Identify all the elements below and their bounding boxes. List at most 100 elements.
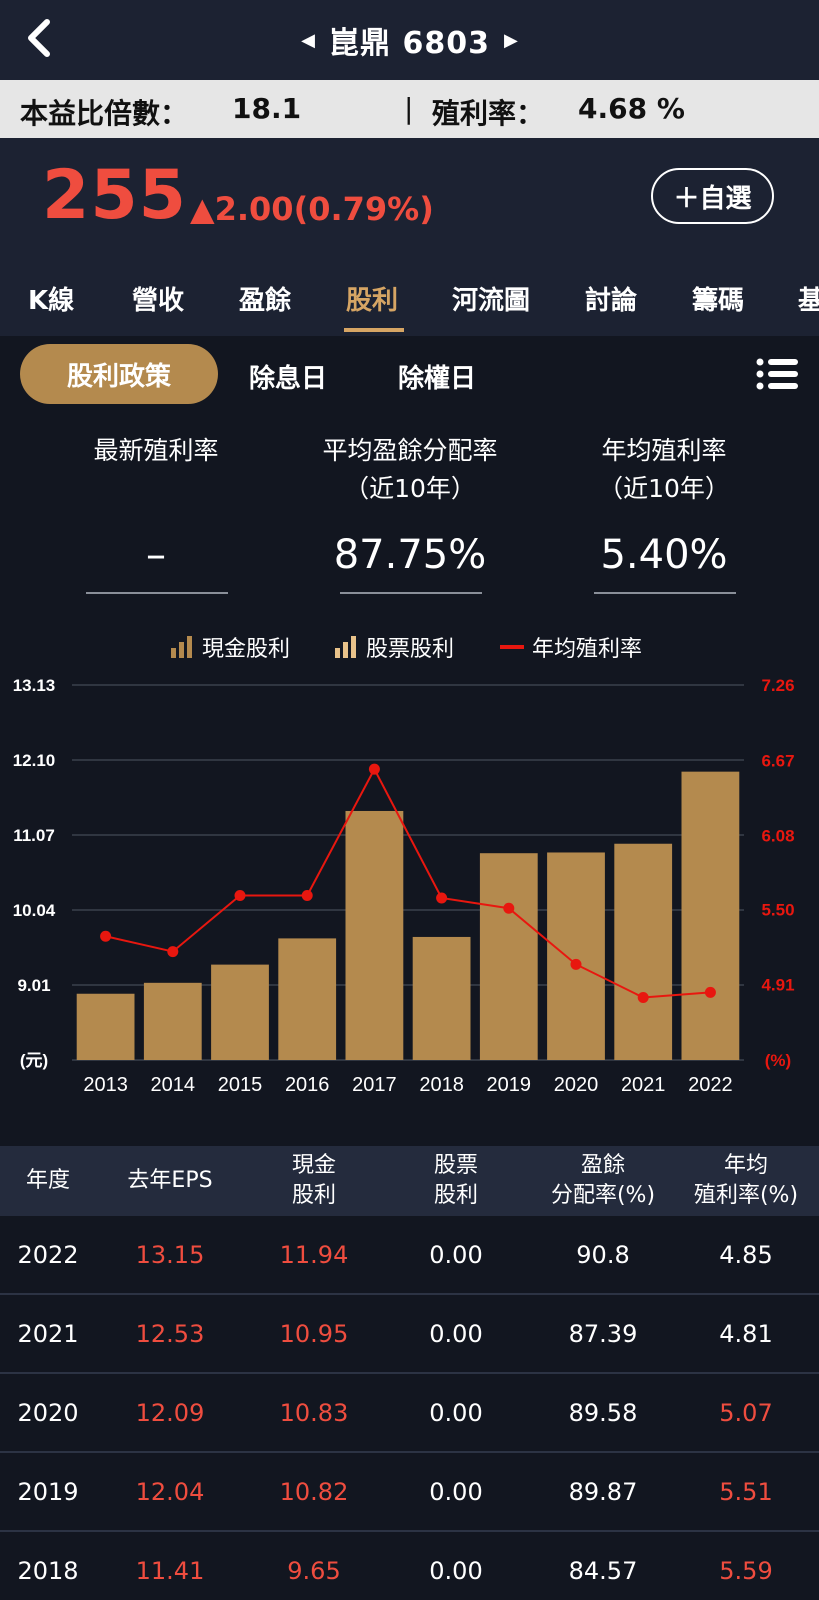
ratio-bar: 本益比倍數： 18.1 | 殖利率： 4.68 % — [0, 80, 819, 138]
cell-eps: 12.09 — [135, 1398, 205, 1427]
table-row[interactable]: 2020 12.09 10.83 0.00 89.58 5.07 — [0, 1374, 819, 1453]
pe-label: 本益比倍數： — [20, 97, 189, 130]
cell-avg-yield: 5.51 — [719, 1477, 773, 1506]
right-tick-label: 6.67 — [761, 751, 794, 770]
left-tick-label: 13.13 — [13, 676, 56, 695]
legend-label: 股票股利 — [366, 637, 455, 662]
x-tick-label: 2022 — [688, 1074, 733, 1096]
legend-cash-dividend: 現金股利 — [170, 631, 290, 663]
cell-payout-ratio: 89.87 — [568, 1477, 638, 1506]
cell-avg-yield: 4.81 — [719, 1319, 773, 1348]
chart-plot: 13.13 7.26 12.10 6.67 11.07 6.08 10.04 5.50 9.01… — [13, 676, 795, 1096]
stock-price: 255 — [42, 156, 187, 235]
cell-stock-dividend: 0.00 — [429, 1556, 483, 1585]
stat-label: 平均盈餘分配率 — [322, 436, 498, 465]
stat-underline — [594, 592, 736, 594]
tab-earnings[interactable]: 盈餘 — [239, 286, 292, 316]
stat-latest-yield: 最新殖利率 – — [36, 432, 276, 594]
x-tick-label: 2019 — [487, 1074, 532, 1096]
back-button[interactable] — [18, 14, 58, 62]
bar-2015 — [211, 964, 269, 1060]
stat-sublabel: （近10年） — [598, 474, 730, 503]
stat-sublabel: （近10年） — [344, 474, 476, 503]
table-row[interactable]: 2018 11.41 9.65 0.00 84.57 5.59 — [0, 1532, 819, 1600]
cell-year: 2020 — [17, 1398, 79, 1427]
list-menu-icon[interactable] — [756, 357, 798, 391]
cell-avg-yield: 5.59 — [719, 1556, 773, 1585]
cell-stock-dividend: 0.00 — [429, 1240, 483, 1269]
yield-point-2017 — [368, 763, 380, 775]
x-tick-label: 2021 — [621, 1074, 666, 1096]
ratio-separator: | — [404, 92, 414, 125]
cell-payout-ratio: 90.8 — [576, 1240, 630, 1269]
th-payout-ratio: 盈餘 分配率(%) — [550, 1153, 656, 1208]
cell-cash-dividend: 9.65 — [287, 1556, 341, 1585]
left-tick-label: 10.04 — [13, 901, 56, 920]
bar-2018 — [412, 936, 471, 1060]
th-eps: 去年EPS — [127, 1168, 213, 1193]
line-legend-icon — [500, 645, 524, 649]
next-stock-arrow-icon[interactable]: ▶ — [503, 29, 518, 51]
yield-point-2019 — [503, 902, 515, 914]
table-row[interactable]: 2022 13.15 11.94 0.00 90.8 4.85 — [0, 1216, 819, 1295]
cell-cash-dividend: 10.83 — [279, 1398, 349, 1427]
stat-value: 5.40% — [600, 532, 728, 578]
tab-kline[interactable]: K線 — [28, 286, 75, 316]
x-tick-label: 2014 — [151, 1074, 196, 1096]
cell-year: 2019 — [17, 1477, 79, 1506]
bar-2013 — [76, 993, 135, 1060]
add-favorite-button[interactable]: ＋自選 — [651, 168, 774, 224]
prev-stock-arrow-icon[interactable]: ◀ — [301, 29, 316, 51]
yield-point-2013 — [100, 930, 112, 942]
stock-switcher: ◀ 崑鼎 6803 ▶ — [301, 18, 518, 62]
active-tab-indicator — [344, 328, 404, 332]
yield-point-2015 — [234, 889, 246, 901]
cell-cash-dividend: 10.95 — [279, 1319, 349, 1348]
th-avg-yield: 年均 殖利率(%) — [693, 1153, 799, 1208]
left-tick-label: 12.10 — [13, 751, 56, 770]
bar-2014 — [143, 982, 202, 1060]
x-tick-label: 2017 — [352, 1074, 397, 1096]
legend-avg-yield: 年均殖利率 — [500, 631, 642, 663]
tab-revenue[interactable]: 營收 — [132, 286, 185, 316]
quote-row: 255 ▲2.00(0.79%) ＋自選 — [0, 138, 819, 260]
right-tick-label: 6.08 — [761, 827, 794, 846]
stat-underline — [340, 592, 482, 594]
cell-payout-ratio: 89.58 — [568, 1398, 638, 1427]
cell-stock-dividend: 0.00 — [429, 1319, 483, 1348]
tab-river-chart[interactable]: 河流圖 — [452, 286, 531, 316]
x-tick-label: 2020 — [554, 1074, 599, 1096]
bar-chart-icon — [171, 636, 192, 658]
top-header: ◀ 崑鼎 6803 ▶ — [0, 0, 819, 80]
cell-cash-dividend: 10.82 — [279, 1477, 349, 1506]
x-tick-label: 2018 — [419, 1074, 464, 1096]
table-header: 年度 去年EPS 現金 股利 股票 股利 盈餘 分配率(%) 年均 殖利率(%) — [0, 1146, 819, 1216]
tab-dividend[interactable]: 股利 — [346, 286, 399, 316]
legend-label: 年均殖利率 — [532, 637, 643, 662]
yield-line — [105, 767, 711, 999]
cell-payout-ratio: 84.57 — [568, 1556, 638, 1585]
yield-point-2014 — [167, 946, 179, 958]
bar-chart-icon — [335, 636, 356, 658]
tab-discussion[interactable]: 討論 — [585, 286, 638, 316]
bar-2021 — [614, 843, 673, 1060]
price-change: ▲2.00(0.79%) — [190, 190, 434, 228]
x-tick-label: 2013 — [83, 1074, 128, 1096]
th-cash-dividend: 現金 股利 — [291, 1153, 336, 1208]
tab-chips[interactable]: 籌碼 — [692, 286, 745, 316]
stat-avg-yield: 年均殖利率 （近10年） 5.40% — [544, 432, 784, 594]
subtab-ex-rights[interactable]: 除權日 — [398, 364, 477, 394]
pe-value: 18.1 — [232, 92, 302, 125]
yield-point-2018 — [436, 892, 448, 904]
tab-more[interactable]: 基 — [798, 286, 819, 316]
table-row[interactable]: 2021 12.53 10.95 0.00 87.39 4.81 — [0, 1295, 819, 1374]
subtab-ex-dividend[interactable]: 除息日 — [249, 364, 328, 394]
table-row[interactable]: 2019 12.04 10.82 0.00 89.87 5.51 — [0, 1453, 819, 1532]
left-tick-label: 11.07 — [13, 826, 55, 845]
page-title: 崑鼎 6803 — [329, 26, 490, 61]
cell-year: 2022 — [17, 1240, 79, 1269]
stat-value: – — [146, 532, 166, 578]
bar-2022 — [681, 771, 740, 1060]
subtab-dividend-policy[interactable]: 股利政策 — [20, 344, 218, 404]
cell-avg-yield: 5.07 — [719, 1398, 773, 1427]
